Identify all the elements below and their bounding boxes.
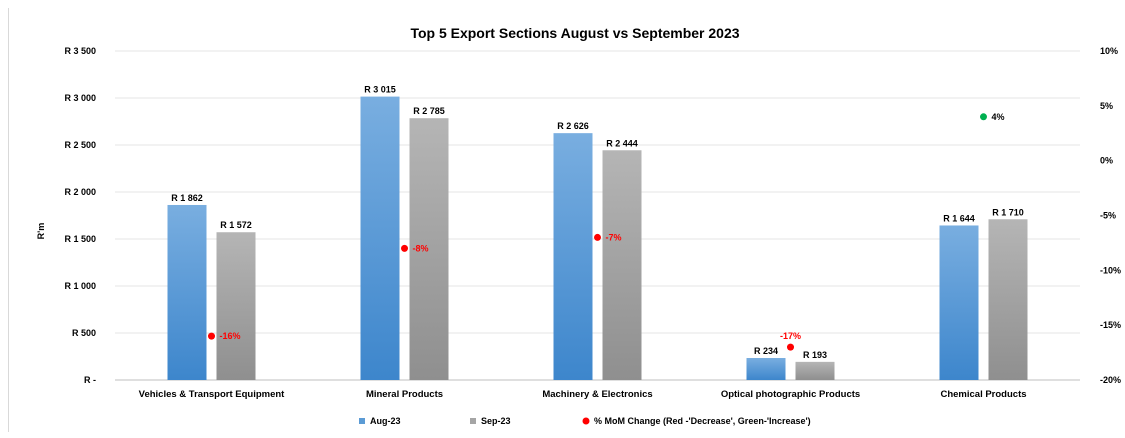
data-label-sep-23-vehicles-transport-equipment: R 1 572 <box>220 220 252 230</box>
y2-tick-label: -10% <box>1100 265 1121 275</box>
y2-tick-label: -5% <box>1100 211 1116 221</box>
legend-swatch-aug-23 <box>359 418 365 424</box>
legend-swatch-sep-23 <box>470 418 476 424</box>
y-axis-ticks: R - R 500 R 1 000 R 1 500 R 2 000 R 2 500 R 3 … <box>64 46 96 385</box>
bar-sep-23-machinery-electronics <box>602 150 642 380</box>
legend-label-mom-change-red-decrease-green-increase: % MoM Change (Red -'Decrease', Green-'In… <box>594 416 811 426</box>
mom-label-machinery-electronics: -7% <box>606 232 622 242</box>
legend-label-sep-23: Sep-23 <box>481 416 511 426</box>
gridlines <box>115 50 1080 381</box>
x-tick-label-machinery-electronics: Machinery & Electronics <box>542 389 652 400</box>
x-tick-label-optical-photographic-products: Optical photographic Products <box>721 389 860 400</box>
data-label-aug-23-vehicles-transport-equipment: R 1 862 <box>171 193 203 203</box>
y2-tick-label: 0% <box>1100 156 1113 166</box>
data-label-sep-23-optical-photographic-products: R 193 <box>803 350 827 360</box>
chart-frame <box>8 8 1117 432</box>
legend-label-aug-23: Aug-23 <box>370 416 401 426</box>
y-tick-label: R 1 000 <box>64 281 96 291</box>
y-tick-label: R 2 500 <box>64 140 96 150</box>
data-label-sep-23-machinery-electronics: R 2 444 <box>606 138 638 148</box>
mom-point-optical-photographic-products <box>787 343 794 351</box>
y2-tick-label: 10% <box>1100 46 1118 56</box>
bar-aug-23-chemical-products <box>939 225 979 380</box>
legend-swatch-mom-change <box>582 417 590 425</box>
y-axis-label: R'm <box>36 223 46 240</box>
mom-label-chemical-products: 4% <box>992 112 1005 122</box>
mom-point-chemical-products <box>980 113 987 121</box>
y-tick-label: R 3 500 <box>64 46 96 56</box>
y-tick-label: R 1 500 <box>64 234 96 244</box>
data-label-sep-23-mineral-products: R 2 785 <box>413 106 445 116</box>
y2-tick-label: -15% <box>1100 320 1121 330</box>
bars <box>167 96 1028 381</box>
data-label-sep-23-chemical-products: R 1 710 <box>992 207 1024 217</box>
bar-aug-23-machinery-electronics <box>553 133 593 380</box>
secondary-y-axis-ticks: -20% -15% -10% -5% 0% 5% 10% <box>1100 46 1121 385</box>
y-tick-label: R 500 <box>72 328 96 338</box>
bar-sep-23-chemical-products <box>988 219 1028 380</box>
x-tick-label-mineral-products: Mineral Products <box>366 389 443 400</box>
mom-point-machinery-electronics <box>594 233 601 241</box>
chart-title: Top 5 Export Sections August vs Septembe… <box>410 25 739 41</box>
y2-tick-label: 5% <box>1100 101 1113 111</box>
mom-label-mineral-products: -8% <box>413 243 429 253</box>
legend: Aug-23 Sep-23 % MoM Change (Red -'Decrease… <box>359 416 811 426</box>
bar-aug-23-vehicles-transport-equipment <box>167 204 207 380</box>
x-tick-label-chemical-products: Chemical Products <box>940 389 1026 400</box>
x-axis-categories: Vehicles & Transport Equipment Mineral Pr… <box>139 389 1027 400</box>
bar-sep-23-optical-photographic-products <box>795 361 835 380</box>
data-label-aug-23-machinery-electronics: R 2 626 <box>557 121 589 131</box>
mom-change-points: -16% -8% -7% -17% 4% <box>208 112 1005 351</box>
y2-tick-label: -20% <box>1100 375 1121 385</box>
y-tick-label: R - <box>84 375 96 385</box>
mom-point-mineral-products <box>401 244 408 252</box>
mom-label-vehicles-transport-equipment: -16% <box>220 331 241 341</box>
data-label-aug-23-optical-photographic-products: R 234 <box>754 346 778 356</box>
bar-sep-23-mineral-products <box>409 118 449 381</box>
x-tick-label-vehicles-transport-equipment: Vehicles & Transport Equipment <box>139 389 286 400</box>
y-tick-label: R 3 000 <box>64 93 96 103</box>
y-tick-label: R 2 000 <box>64 187 96 197</box>
mom-label-optical-photographic-products: -17% <box>780 331 801 341</box>
data-label-aug-23-mineral-products: R 3 015 <box>364 85 396 95</box>
data-labels: R 1 862 R 1 572 R 3 015 R 2 785 R 2 626 R 2 4… <box>171 85 1024 360</box>
bar-sep-23-vehicles-transport-equipment <box>216 232 256 380</box>
mom-point-vehicles-transport-equipment <box>208 332 215 340</box>
bar-aug-23-optical-photographic-products <box>746 358 786 380</box>
data-label-aug-23-chemical-products: R 1 644 <box>943 213 975 223</box>
bar-aug-23-mineral-products <box>360 96 400 380</box>
